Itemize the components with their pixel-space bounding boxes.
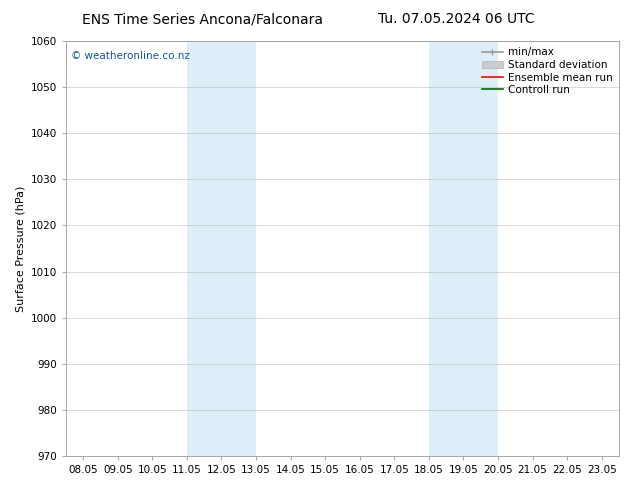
Text: © weatheronline.co.nz: © weatheronline.co.nz [72,51,190,61]
Bar [429,41,498,456]
Text: Tu. 07.05.2024 06 UTC: Tu. 07.05.2024 06 UTC [378,12,535,26]
Bar [187,41,256,456]
Legend: min/max, Standard deviation, Ensemble mean run, Controll run: min/max, Standard deviation, Ensemble me… [479,44,616,98]
Y-axis label: Surface Pressure (hPa): Surface Pressure (hPa) [15,185,25,312]
Text: ENS Time Series Ancona/Falconara: ENS Time Series Ancona/Falconara [82,12,323,26]
